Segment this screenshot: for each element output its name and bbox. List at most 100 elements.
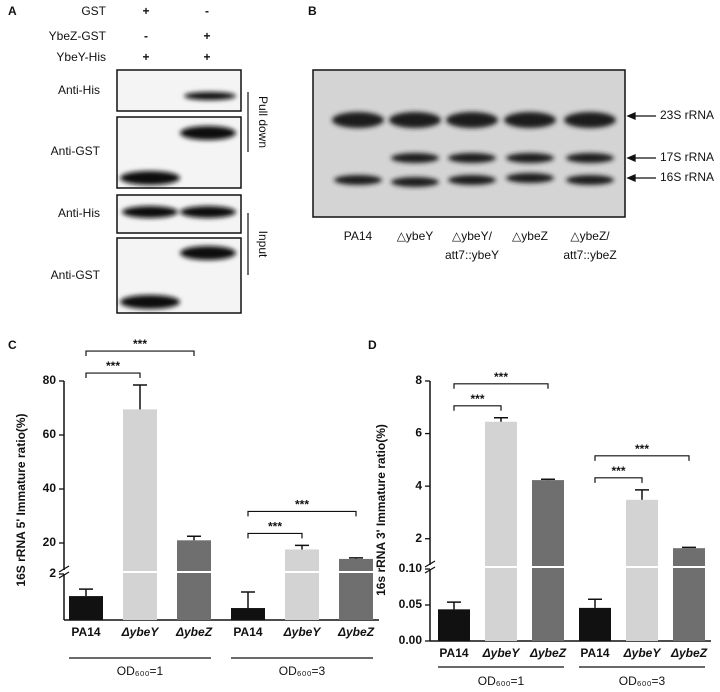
y-tick-label: 8 (415, 373, 422, 387)
y-axis-title: 16S rRNA 5' Immature ratio(%) (14, 413, 28, 586)
bar (438, 609, 470, 641)
blot-label: Anti-His (58, 83, 100, 97)
error-bar (447, 601, 461, 610)
significance-bracket (594, 477, 643, 483)
axis-break (58, 565, 70, 573)
bar (579, 607, 611, 641)
blot-images (116, 69, 242, 314)
y-tick-label: 6 (415, 426, 422, 440)
gel-image (312, 69, 626, 218)
band-arrows (626, 112, 656, 182)
significance-bracket (453, 383, 549, 389)
bar (285, 549, 319, 620)
bar (123, 409, 157, 620)
group-label: OD₆₀₀=3 (279, 664, 326, 678)
blot-label: Anti-GST (51, 144, 101, 158)
significance-label: *** (295, 498, 309, 512)
lane-label: att7::ybeY (445, 248, 499, 262)
bar (339, 558, 373, 620)
error-bar (79, 588, 93, 597)
axis-break (424, 566, 436, 574)
significance-bracket (453, 405, 502, 411)
bar (231, 608, 265, 620)
blot-label: Anti-GST (51, 268, 101, 282)
x-tick-label: PA14 (580, 646, 609, 660)
condition-sign: + (203, 50, 210, 64)
blot-bands (120, 92, 236, 309)
bar (626, 499, 658, 641)
bar (673, 548, 705, 641)
x-tick-label: PA14 (71, 625, 100, 639)
condition-sign: - (205, 4, 209, 18)
lane-label: △ybeY/ (452, 229, 493, 243)
x-tick-label: ΔybeZ (175, 625, 213, 639)
significance-label: *** (106, 359, 120, 373)
x-tick-label: ΔybeY (121, 625, 160, 639)
y-tick-label: 0.05 (399, 597, 423, 611)
error-bar (682, 546, 696, 549)
y-tick-label: 20 (43, 535, 57, 549)
band-label: 16S rRNA (660, 170, 714, 184)
x-tick-label: ΔybeZ (670, 646, 708, 660)
significance-label: *** (268, 520, 282, 534)
lane-label: PA14 (344, 229, 373, 243)
group-label: OD₆₀₀=1 (478, 674, 525, 688)
y-tick-label: 80 (43, 373, 57, 387)
error-bar (541, 478, 555, 481)
error-bar (295, 544, 309, 550)
significance-label: *** (611, 464, 625, 478)
significance-label: *** (133, 337, 147, 351)
lane-label: △ybeZ/ (570, 229, 610, 243)
condition-label: YbeY-His (56, 50, 106, 64)
lane-label: att7::ybeZ (563, 248, 616, 262)
significance-bracket (247, 532, 303, 539)
error-bar (241, 591, 255, 609)
error-bar (635, 489, 649, 500)
y-tick-label: 0.10 (399, 561, 423, 575)
blot-label: Anti-His (58, 206, 100, 220)
significance-label: *** (635, 442, 649, 456)
group-label: Input (256, 231, 270, 258)
group-label: Pull down (256, 96, 270, 148)
bar (485, 421, 517, 641)
bar (69, 596, 103, 620)
condition-label: YbeZ-GST (49, 29, 107, 43)
significance-bracket (247, 510, 357, 517)
panel-letter: B (308, 4, 317, 18)
x-tick-label: PA14 (439, 646, 468, 660)
significance-bracket (85, 350, 195, 357)
axis-break (424, 560, 436, 568)
x-tick-label: PA14 (233, 625, 262, 639)
band-label: 17S rRNA (660, 150, 714, 164)
panel-letter: A (8, 4, 17, 18)
y-tick-label: 40 (43, 481, 57, 495)
group-label: OD₆₀₀=1 (117, 664, 164, 678)
lane-label: △ybeZ (512, 229, 548, 243)
panel-letter: D (368, 338, 377, 352)
significance-bracket (85, 372, 141, 379)
error-bar (349, 557, 363, 559)
bar (532, 480, 564, 641)
gel-bands (332, 112, 616, 187)
band-label: 23S rRNA (660, 108, 714, 122)
error-bar (494, 417, 508, 422)
bar (177, 540, 211, 620)
x-tick-label: ΔybeY (623, 646, 662, 660)
significance-label: *** (470, 392, 484, 406)
error-bar (588, 598, 602, 608)
condition-label: GST (81, 4, 106, 18)
condition-sign: + (203, 29, 210, 43)
panel-letter: C (8, 338, 17, 352)
x-tick-label: ΔybeZ (337, 625, 375, 639)
y-tick-label: 0.00 (399, 633, 423, 647)
y-axis-title: 16s rRNA 3' Immature ratio(%) (374, 424, 388, 596)
significance-bracket (594, 455, 690, 461)
y-tick-label: 2 (415, 531, 422, 545)
error-bar (187, 535, 201, 541)
axis-break (58, 571, 70, 579)
condition-sign: + (142, 50, 149, 64)
group-label: OD₆₀₀=3 (619, 674, 666, 688)
x-tick-label: ΔybeY (482, 646, 521, 660)
y-tick-label: 60 (43, 427, 57, 441)
